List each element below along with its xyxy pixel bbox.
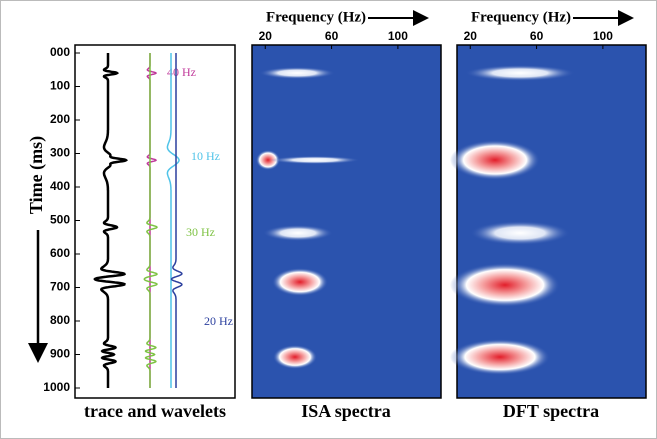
wavelet-label: 10 Hz xyxy=(191,149,220,163)
x-tick-label: 100 xyxy=(593,29,613,43)
wavelet-label: 30 Hz xyxy=(186,225,215,239)
wavelet xyxy=(170,53,183,388)
y-tick-label: 500 xyxy=(50,213,70,227)
wavelet xyxy=(166,53,180,388)
wavelet-label: 20 Hz xyxy=(204,314,233,328)
x-tick-label: 20 xyxy=(259,29,273,43)
y-tick-label: 000 xyxy=(50,45,70,59)
panel-label: ISA spectra xyxy=(301,401,391,421)
panel-label: DFT spectra xyxy=(503,401,599,421)
y-tick-label: 100 xyxy=(50,79,70,93)
y-tick-label: 800 xyxy=(50,313,70,327)
y-tick-label: 300 xyxy=(50,146,70,160)
y-tick-label: 200 xyxy=(50,112,70,126)
freq-title: Frequency (Hz) xyxy=(471,9,571,25)
isa-panel xyxy=(251,44,442,399)
freq-title: Frequency (Hz) xyxy=(266,9,366,25)
y-tick-label: 900 xyxy=(50,347,70,361)
trace-panel xyxy=(74,44,236,399)
dft-panel xyxy=(456,44,647,399)
y-tick-label: 400 xyxy=(50,179,70,193)
wavelet-label: 40 Hz xyxy=(167,65,196,79)
trace xyxy=(93,53,129,388)
y-tick-label: 1000 xyxy=(43,380,70,394)
x-tick-label: 100 xyxy=(388,29,408,43)
isa-blobs xyxy=(256,67,360,369)
y-axis-label: Time (ms) xyxy=(26,136,47,214)
panel-label: trace and wavelets xyxy=(84,401,226,421)
dft-blobs xyxy=(450,65,575,375)
x-tick-label: 20 xyxy=(464,29,478,43)
x-tick-label: 60 xyxy=(325,29,339,43)
y-tick-label: 700 xyxy=(50,280,70,294)
y-tick-label: 600 xyxy=(50,246,70,260)
x-tick-label: 60 xyxy=(530,29,544,43)
wavelet xyxy=(143,53,158,388)
